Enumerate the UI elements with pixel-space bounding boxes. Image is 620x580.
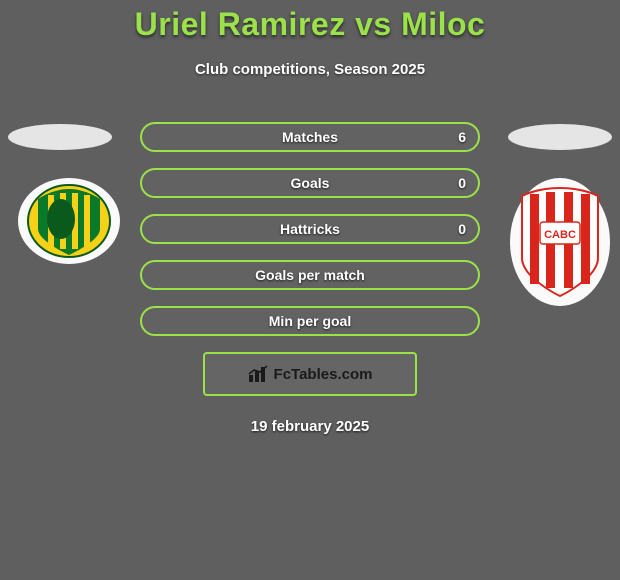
stat-row: Goals 0	[140, 168, 480, 198]
comparison-card: Uriel Ramirez vs Miloc Club competitions…	[0, 0, 620, 435]
club-badge-right: CABC	[510, 178, 610, 306]
stat-row: Matches 6	[140, 122, 480, 152]
date-text: 19 february 2025	[0, 418, 620, 435]
stat-row: Goals per match	[140, 260, 480, 290]
bar-chart-icon	[248, 365, 270, 383]
player-photo-right	[508, 124, 612, 150]
stat-label: Min per goal	[269, 313, 351, 329]
shield-icon	[26, 183, 112, 259]
subtitle: Club competitions, Season 2025	[0, 61, 620, 78]
svg-text:CABC: CABC	[544, 229, 576, 241]
shield-icon: CABC	[518, 186, 602, 298]
stats-list: Matches 6 Goals 0 Hattricks 0 Goals per …	[140, 122, 480, 336]
stat-row: Min per goal	[140, 306, 480, 336]
stat-label: Goals per match	[255, 267, 365, 283]
brand-text: FcTables.com	[274, 366, 373, 383]
stat-label: Hattricks	[280, 221, 340, 237]
stat-label: Matches	[282, 129, 338, 145]
page-title: Uriel Ramirez vs Miloc	[0, 6, 620, 43]
stat-value-right: 6	[458, 129, 466, 145]
club-badge-left	[18, 178, 120, 264]
stat-label: Goals	[291, 175, 330, 191]
stat-value-right: 0	[458, 221, 466, 237]
player-photo-left	[8, 124, 112, 150]
stat-value-right: 0	[458, 175, 466, 191]
stat-row: Hattricks 0	[140, 214, 480, 244]
brand-badge: FcTables.com	[203, 352, 417, 396]
